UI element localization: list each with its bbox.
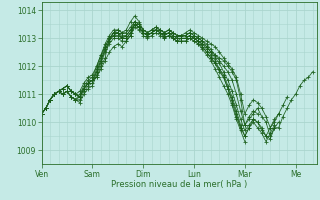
X-axis label: Pression niveau de la mer( hPa ): Pression niveau de la mer( hPa ): [111, 180, 247, 189]
